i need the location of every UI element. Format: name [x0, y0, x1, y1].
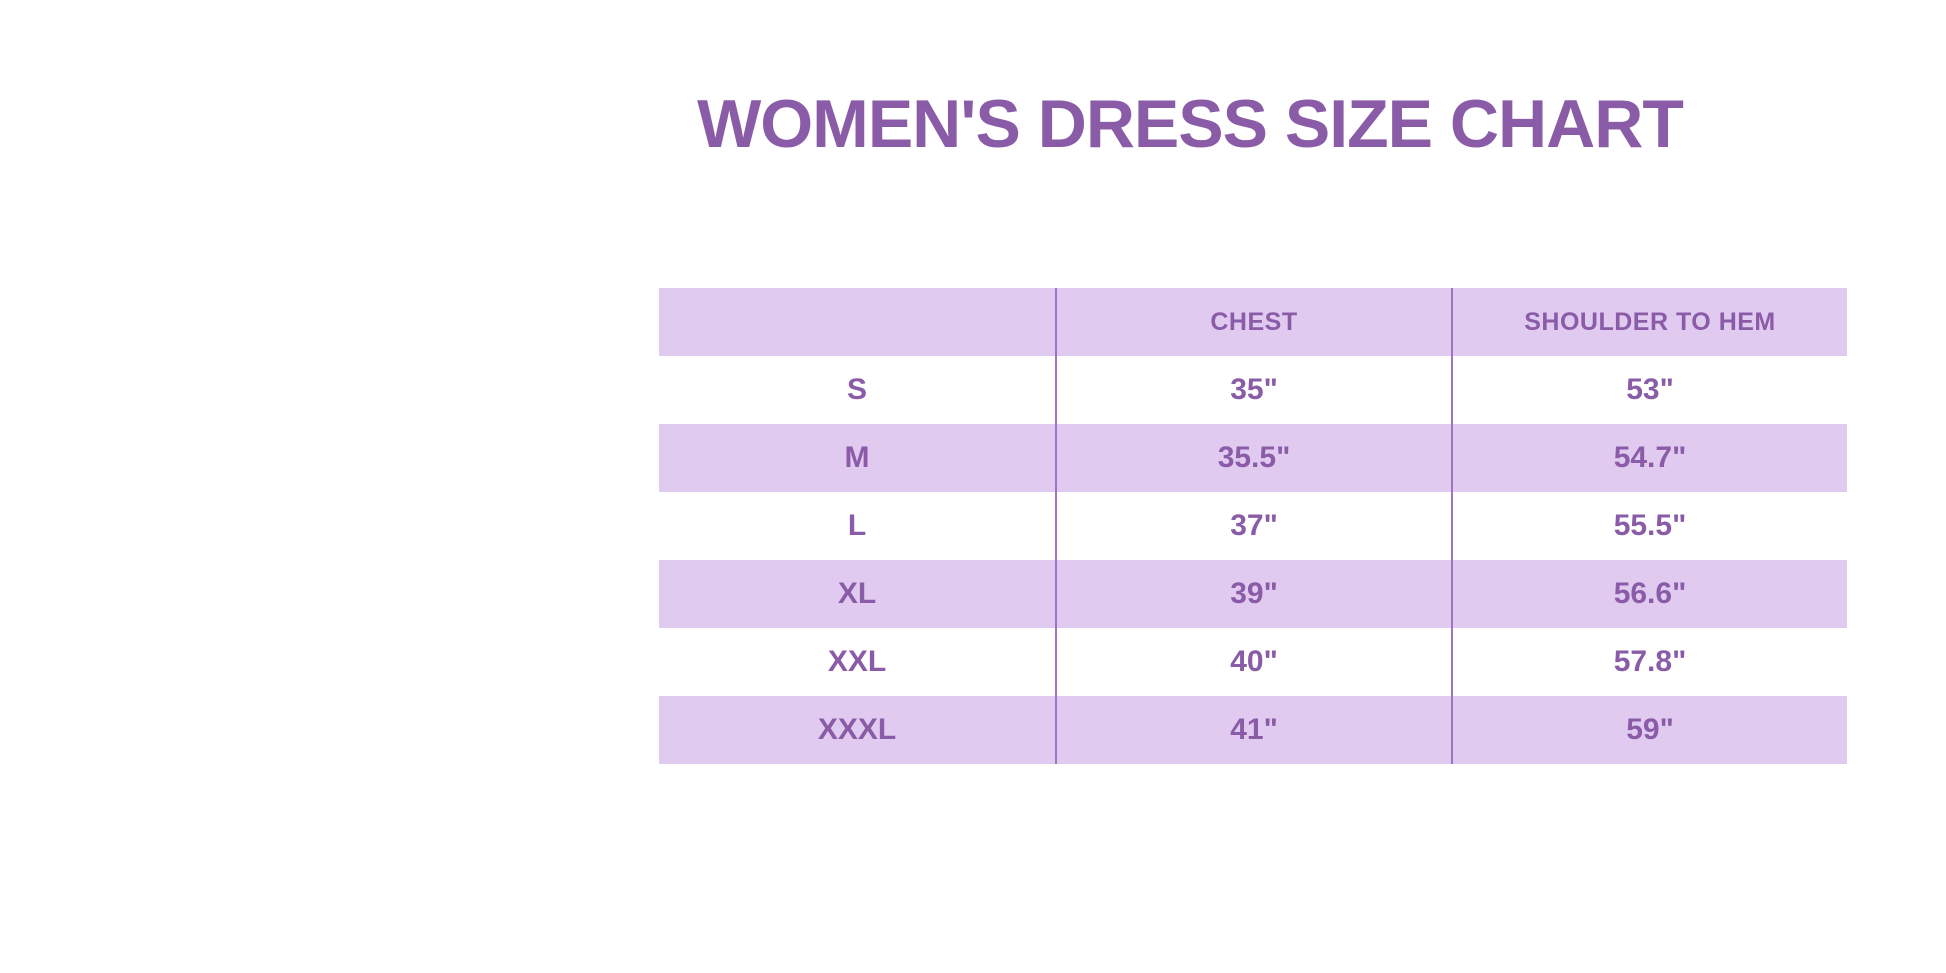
shoulder-to-hem-cell: 53"	[1451, 356, 1847, 424]
shoulder-to-hem-cell: 54.7"	[1451, 424, 1847, 492]
shoulder-to-hem-cell: 55.5"	[1451, 492, 1847, 560]
table-header-row: CHEST SHOULDER TO HEM	[659, 288, 1847, 356]
table-row: M 35.5" 54.7"	[659, 424, 1847, 492]
table-row: XXL 40" 57.8"	[659, 628, 1847, 696]
chest-cell: 39"	[1055, 560, 1451, 628]
size-cell: XXXL	[817, 713, 897, 746]
shoulder-to-hem-cell: 56.6"	[1451, 560, 1847, 628]
shoulder-to-hem-cell: 57.8"	[1451, 628, 1847, 696]
chest-column-header: CHEST	[1055, 288, 1451, 356]
chest-cell: 41"	[1055, 696, 1451, 764]
size-cell: XXL	[827, 645, 887, 678]
table-row: XXXL 41" 59"	[659, 696, 1847, 764]
chest-cell: 35.5"	[1055, 424, 1451, 492]
table-row: L 37" 55.5"	[659, 492, 1847, 560]
chest-cell: 35"	[1055, 356, 1451, 424]
size-table-body: S 35" 53" M 35.5" 54.7" L 37" 55.5" XL 39" 56.6" XXL…	[659, 356, 1847, 764]
table-row: S 35" 53"	[659, 356, 1847, 424]
size-cell: S	[846, 373, 867, 406]
size-cell: L	[847, 509, 867, 542]
chest-cell: 40"	[1055, 628, 1451, 696]
page-title: WOMEN'S DRESS SIZE CHART	[697, 86, 1684, 162]
size-column-header	[659, 288, 1055, 356]
size-cell: XL	[837, 577, 877, 610]
shoulder-to-hem-cell: 59"	[1451, 696, 1847, 764]
size-cell: M	[844, 441, 870, 474]
chest-cell: 37"	[1055, 492, 1451, 560]
size-table: CHEST SHOULDER TO HEM S 35" 53" M 35.5" 54.7"…	[659, 288, 1847, 764]
table-row: XL 39" 56.6"	[659, 560, 1847, 628]
shoulder-to-hem-column-header: SHOULDER TO HEM	[1451, 288, 1847, 356]
